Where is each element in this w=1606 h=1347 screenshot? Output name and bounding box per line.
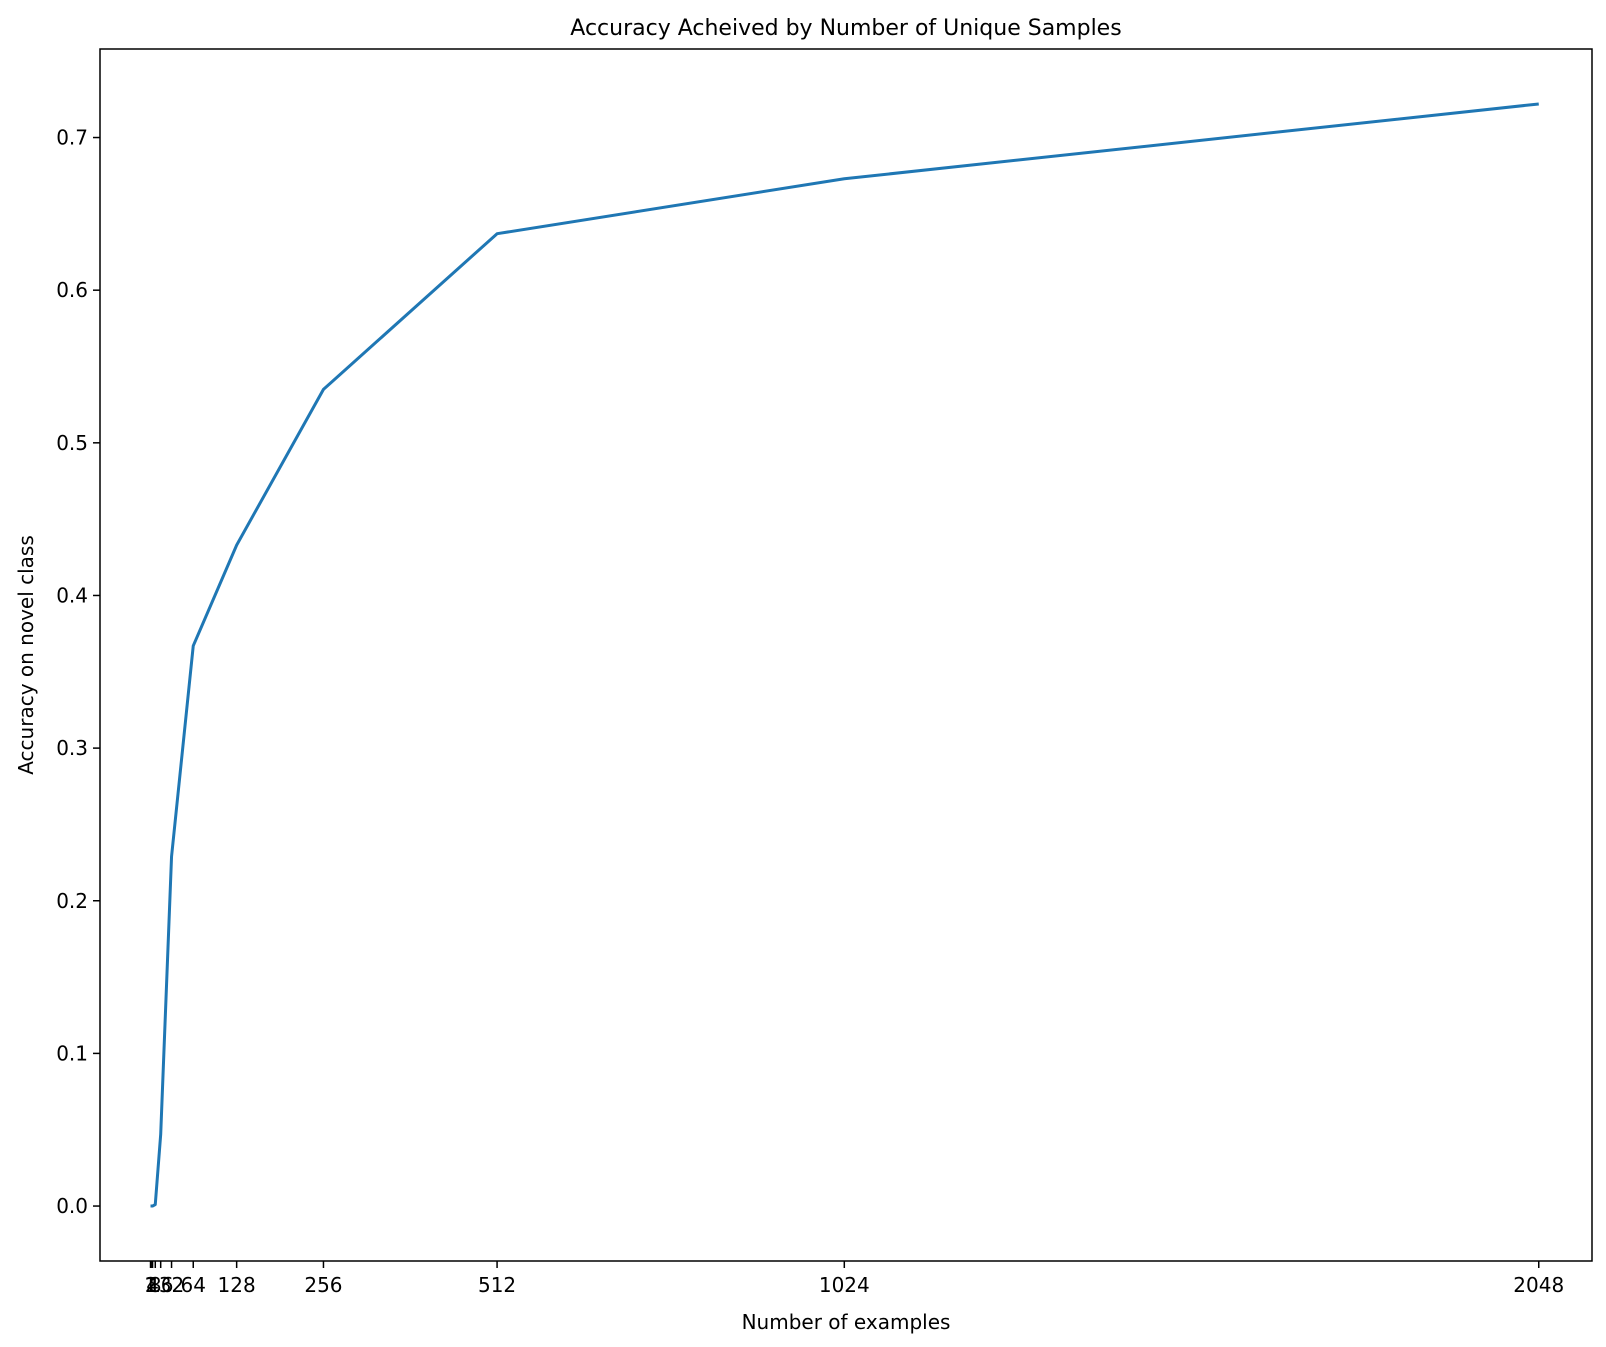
y-tick-label: 0.2 [56,889,88,913]
x-tick-label: 16 [148,1273,173,1297]
y-axis-ticks: 0.0 0.1 0.2 0.3 0.4 0.5 0.6 0.7 [56,126,100,1218]
y-tick-label: 0.3 [56,736,88,760]
x-tick-label: 64 [181,1273,206,1297]
y-tick-label: 0.1 [56,1041,88,1065]
y-tick-label: 0.0 [56,1194,88,1218]
x-tick-label: 2048 [1513,1273,1564,1297]
y-tick-label: 0.4 [56,583,88,607]
x-tick-label: 1024 [819,1273,870,1297]
x-tick-label: 512 [478,1273,516,1297]
y-axis-label: Accuracy on novel class [14,535,38,775]
x-tick-label: 256 [304,1273,342,1297]
x-axis-label: Number of examples [742,1310,951,1334]
x-tick-label: 128 [218,1273,256,1297]
x-tick-label: 32 [159,1273,184,1297]
x-tick-label: 1 [144,1273,157,1297]
y-tick-label: 0.7 [56,126,88,150]
series-layer [149,102,1539,1208]
series-line-0 [149,102,1539,1208]
plot-frame [99,48,1593,1262]
x-tick-label: 8 [149,1273,162,1297]
chart-title: Accuracy Acheived by Number of Unique Sa… [570,16,1121,41]
y-tick-label: 0.5 [56,431,88,455]
y-tick-label: 0.6 [56,278,88,302]
x-tick-label: 2 [145,1273,158,1297]
x-tick-label: 4 [146,1273,159,1297]
